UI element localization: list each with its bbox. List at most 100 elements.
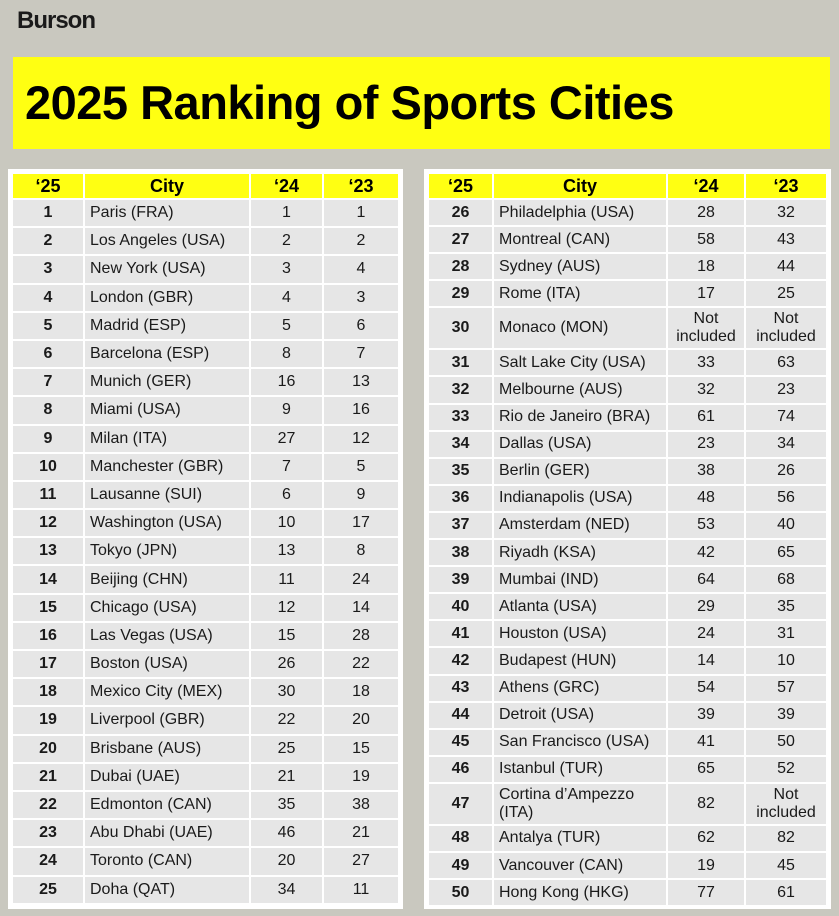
rank-2025-cell: 43 [429, 675, 492, 701]
rank-2025-cell: 7 [13, 369, 83, 396]
table-row: 42 Budapest (HUN) 14 10 [429, 648, 826, 674]
table-row: 29 Rome (ITA) 17 25 [429, 281, 826, 307]
rank-2023-cell: 4 [324, 256, 398, 283]
table-row: 44 Detroit (USA) 39 39 [429, 702, 826, 728]
rank-2024-cell: 77 [668, 880, 744, 906]
rank-2024-cell: 39 [668, 702, 744, 728]
rank-2024-cell: 48 [668, 485, 744, 511]
header-rank-2025: ‘25 [13, 174, 83, 198]
city-cell: Detroit (USA) [494, 702, 666, 728]
city-cell: Riyadh (KSA) [494, 540, 666, 566]
rank-2024-cell: 65 [668, 756, 744, 782]
rank-2024-cell: 32 [668, 377, 744, 403]
table-row: 37 Amsterdam (NED) 53 40 [429, 512, 826, 539]
rank-2025-cell: 44 [429, 702, 492, 728]
table-row: 30 Monaco (MON) Not included Not included [429, 308, 826, 349]
rank-2023-cell: 28 [324, 622, 398, 649]
rank-2023-cell: 35 [746, 594, 826, 620]
rank-2025-cell: 12 [13, 510, 83, 537]
rank-2024-cell: 21 [251, 763, 322, 790]
rank-2023-cell: 82 [746, 825, 826, 851]
rank-2024-cell: 24 [668, 621, 744, 647]
city-cell: Cortina d’Ampezzo (ITA) [494, 783, 666, 824]
table-row: 38 Riyadh (KSA) 42 65 [429, 540, 826, 566]
table-row: 47 Cortina d’Ampezzo (ITA) 82 Not included [429, 783, 826, 824]
city-cell: Toronto (CAN) [85, 848, 249, 875]
table-header-row: ‘25 City ‘24 ‘23 [13, 174, 398, 198]
rank-2024-cell: 11 [251, 566, 322, 593]
city-cell: Manchester (GBR) [85, 453, 249, 480]
table-row: 25 Doha (QAT) 34 11 [13, 876, 398, 903]
city-cell: Chicago (USA) [85, 594, 249, 621]
rank-2024-cell: 19 [668, 852, 744, 879]
rank-2025-cell: 2 [13, 228, 83, 255]
table-row: 33 Rio de Janeiro (BRA) 61 74 [429, 404, 826, 430]
table-row: 31 Salt Lake City (USA) 33 63 [429, 350, 826, 376]
ranking-table-right-panel: ‘25 City ‘24 ‘23 26 Philadelphia (USA) 28 3… [424, 169, 831, 909]
table-row: 46 Istanbul (TUR) 65 52 [429, 756, 826, 782]
rank-2024-cell: 8 [251, 340, 322, 368]
table-row: 39 Mumbai (IND) 64 68 [429, 567, 826, 593]
rank-2024-cell: 2 [251, 228, 322, 255]
rank-2025-cell: 15 [13, 594, 83, 621]
table-row: 49 Vancouver (CAN) 19 45 [429, 852, 826, 879]
rank-2023-cell: 14 [324, 594, 398, 621]
table-row: 12 Washington (USA) 10 17 [13, 510, 398, 537]
rank-2025-cell: 41 [429, 621, 492, 647]
rank-2024-cell: 10 [251, 510, 322, 537]
rank-2025-cell: 37 [429, 512, 492, 539]
city-cell: Salt Lake City (USA) [494, 350, 666, 376]
rank-2023-cell: 6 [324, 312, 398, 339]
rank-2025-cell: 32 [429, 377, 492, 403]
city-cell: Lausanne (SUI) [85, 481, 249, 509]
rank-2023-cell: 16 [324, 397, 398, 424]
table-row: 17 Boston (USA) 26 22 [13, 651, 398, 678]
rank-2024-cell: Not included [668, 308, 744, 349]
rank-2023-cell: 57 [746, 675, 826, 701]
city-cell: Athens (GRC) [494, 675, 666, 701]
table-row: 34 Dallas (USA) 23 34 [429, 431, 826, 457]
rank-2025-cell: 27 [429, 227, 492, 253]
table-header-row: ‘25 City ‘24 ‘23 [429, 174, 826, 198]
rank-2023-cell: 7 [324, 340, 398, 368]
city-cell: Antalya (TUR) [494, 825, 666, 851]
rank-2023-cell: 56 [746, 485, 826, 511]
rank-2023-cell: 24 [324, 566, 398, 593]
table-row: 28 Sydney (AUS) 18 44 [429, 254, 826, 280]
rank-2025-cell: 39 [429, 567, 492, 593]
city-cell: Brisbane (AUS) [85, 735, 249, 762]
rank-2025-cell: 23 [13, 820, 83, 847]
rank-2024-cell: 54 [668, 675, 744, 701]
city-cell: Rio de Janeiro (BRA) [494, 404, 666, 430]
rank-2023-cell: 3 [324, 284, 398, 311]
ranking-table-right: ‘25 City ‘24 ‘23 26 Philadelphia (USA) 28 3… [427, 172, 828, 907]
table-row: 10 Manchester (GBR) 7 5 [13, 453, 398, 480]
rank-2024-cell: 15 [251, 622, 322, 649]
table-row: 19 Liverpool (GBR) 22 20 [13, 707, 398, 734]
rank-2023-cell: 1 [324, 200, 398, 227]
city-cell: Washington (USA) [85, 510, 249, 537]
city-cell: Hong Kong (HKG) [494, 880, 666, 906]
rank-2024-cell: 34 [251, 876, 322, 903]
rank-2023-cell: 17 [324, 510, 398, 537]
rank-2023-cell: 12 [324, 425, 398, 452]
rank-2024-cell: 26 [251, 651, 322, 678]
table-row: 45 San Francisco (USA) 41 50 [429, 729, 826, 755]
rank-2025-cell: 13 [13, 538, 83, 565]
rank-2025-cell: 42 [429, 648, 492, 674]
rank-2025-cell: 28 [429, 254, 492, 280]
rank-2024-cell: 7 [251, 453, 322, 480]
rank-2025-cell: 49 [429, 852, 492, 879]
rank-2024-cell: 58 [668, 227, 744, 253]
rank-2025-cell: 33 [429, 404, 492, 430]
rank-2025-cell: 8 [13, 397, 83, 424]
city-cell: Philadelphia (USA) [494, 200, 666, 226]
table-row: 3 New York (USA) 3 4 [13, 256, 398, 283]
rank-2024-cell: 38 [668, 458, 744, 484]
rank-2025-cell: 45 [429, 729, 492, 755]
table-row: 9 Milan (ITA) 27 12 [13, 425, 398, 452]
city-cell: Edmonton (CAN) [85, 791, 249, 819]
city-cell: Beijing (CHN) [85, 566, 249, 593]
table-row: 13 Tokyo (JPN) 13 8 [13, 538, 398, 565]
rank-2025-cell: 20 [13, 735, 83, 762]
